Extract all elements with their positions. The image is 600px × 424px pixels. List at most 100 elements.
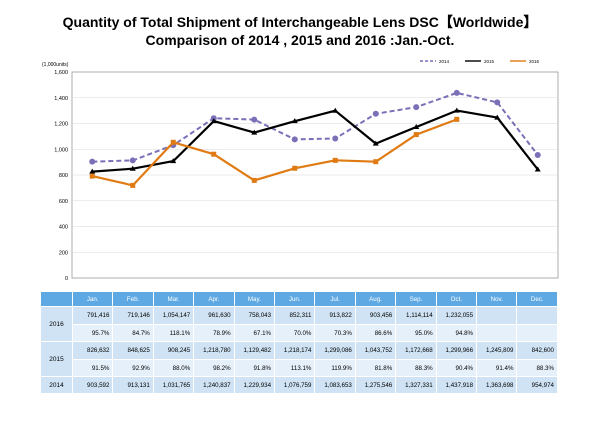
value-cell: 913,131 [112,376,154,394]
y-tick-label: 600 [59,199,68,205]
data-point-2015 [413,124,420,130]
value-cell [516,305,558,326]
table-corner [40,291,73,307]
percent-cell: 119.9% [314,359,356,377]
data-point-2014 [494,99,501,106]
data-point-2014 [413,104,420,111]
line-chart: 0 200 400 600 800 1,000 1,200 1,400 1,600 (1,000u… [42,59,559,282]
month-header: Mar. [152,291,195,307]
data-point-2015 [129,165,136,171]
month-header: Jan. [71,291,114,307]
data-table: Jan. Feb. Mar. Apr. May. Jun. Jul. Aug. Sep. Oct.… [40,291,558,394]
data-point-2015 [291,118,298,124]
value-cell: 1,240,837 [193,376,235,394]
value-cell: 908,245 [152,340,195,361]
month-header: Feb. [112,291,154,307]
value-cell: 1,229,934 [233,376,276,394]
month-header: Nov. [476,291,518,307]
percent-cell: 88.3% [395,359,437,377]
chart-title-line2: Comparison of 2014 , 2015 and 2016 :Jan.… [145,32,455,48]
year-label: 2015 [40,341,73,377]
data-point-2016 [170,139,176,145]
percent-cell: 98.2% [193,359,235,377]
data-point-2015 [332,107,339,113]
percent-cell: 91.4% [476,359,518,377]
percent-cell: 84.7% [112,324,154,342]
y-tick-label: 1,000 [54,147,68,153]
value-cell: 852,311 [274,305,316,326]
percent-cell: 70.3% [314,324,356,342]
percent-cell: 88.0% [152,359,195,377]
value-cell: 913,822 [314,305,356,326]
value-cell: 1,232,055 [435,305,478,326]
series-line-2016 [92,118,458,187]
series-line-2014 [92,91,539,163]
data-point-2014 [534,152,541,159]
value-cell: 848,625 [112,340,154,361]
percent-cell: 70.0% [274,324,316,342]
value-cell: 1,299,086 [314,340,356,361]
data-point-2015 [494,114,501,120]
month-header: Jun. [274,291,316,307]
value-cell: 791,416 [71,305,114,326]
value-cell: 826,632 [71,340,114,361]
value-cell: 954,974 [516,376,558,394]
percent-cell: 95.0% [395,324,437,342]
table-row: 2015 826,632 848,625 908,245 1,218,780 1,129,… [40,340,558,377]
value-cell: 1,114,114 [395,305,437,326]
data-point-2014 [332,135,339,142]
percent-cell [476,324,518,342]
data-point-2016 [454,116,460,122]
y-tick-label: 1,200 [54,122,68,128]
value-cell: 1,218,174 [274,340,316,361]
value-cell: 842,600 [516,340,558,361]
chart-title-line1: Quantity of Total Shipment of Interchang… [62,14,538,30]
data-point-2014 [453,89,460,96]
month-header: Dec. [516,291,558,307]
table-header-row: Jan. Feb. Mar. Apr. May. Jun. Jul. Aug. Sep. Oct.… [40,291,558,307]
data-point-2016 [332,157,338,163]
percent-cell: 67.1% [233,324,276,342]
value-cell: 1,275,546 [354,376,397,394]
percent-cell: 92.9% [112,359,154,377]
data-point-2016 [251,177,257,183]
value-cell: 1,054,147 [152,305,195,326]
percent-cell [516,324,558,342]
data-point-2016 [292,165,298,171]
percent-cell: 78.9% [193,324,235,342]
data-point-2015 [453,107,460,113]
data-point-2014 [291,136,298,143]
percent-cell: 88.3% [516,359,558,377]
data-point-2015 [210,118,217,124]
percent-cell: 95.7% [71,324,114,342]
data-point-2015 [372,140,379,146]
month-header: May. [233,291,276,307]
month-header: Aug. [354,291,397,307]
y-unit-label: (1,000units) [42,62,69,68]
y-tick-label: 800 [59,173,68,179]
value-cell: 1,218,780 [193,340,235,361]
percent-cell: 86.6% [354,324,397,342]
value-cell: 719,146 [112,305,154,326]
value-cell [476,305,518,326]
data-point-2014 [251,116,258,123]
year-label: 2016 [40,306,73,342]
y-tick-label: 1,400 [54,96,68,102]
data-point-2015 [89,168,96,174]
value-cell: 961,630 [193,305,235,326]
data-point-2016 [373,159,379,165]
y-tick-label: 0 [65,276,68,282]
value-cell: 1,083,653 [314,376,356,394]
y-tick-label: 200 [59,250,68,256]
value-cell: 1,076,759 [274,376,316,394]
percent-cell: 118.1% [152,324,195,342]
legend-label-2015: 2015 [484,59,495,64]
percent-cell: 91.5% [71,359,114,377]
data-point-2014 [129,157,136,164]
value-cell: 1,129,482 [233,340,276,361]
percent-cell: 91.8% [233,359,276,377]
data-point-2015 [251,129,258,135]
y-tick-label: 400 [59,225,68,231]
legend-label-2014: 2014 [439,59,450,64]
value-cell: 1,031,765 [152,376,195,394]
